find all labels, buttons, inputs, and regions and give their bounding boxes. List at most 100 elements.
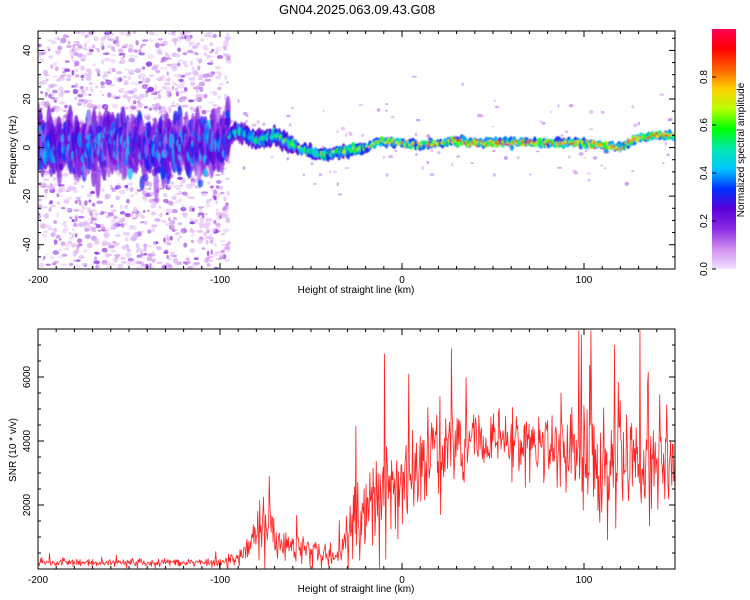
spectrogram-noise-blob [64,60,70,63]
spectrogram-noise-blob [132,31,137,35]
spectrogram-y-tick-label: 20 [22,93,33,105]
spectrogram-noise-blob [414,132,418,137]
snr-y-tick-label: 2000 [22,493,33,516]
spectrogram-band-blob [139,175,145,191]
spectrogram-noise-blob [44,253,49,256]
spectrogram-noise-blob [135,243,140,249]
spectrogram-noise-blob [96,104,102,110]
spectrogram-noise-blob [212,91,218,96]
spectrogram-noise-blob [123,245,130,250]
spectrogram-noise-blob [190,175,197,178]
spectrogram-noise-blob [226,246,231,252]
spectrogram-noise-blob [270,155,274,159]
spectrogram-noise-blob [214,65,222,70]
spectrogram-noise-blob [38,55,42,59]
spectrogram-noise-blob [81,31,85,35]
spectrogram-noise-blob [140,263,146,268]
spectrogram-noise-blob [60,74,67,77]
spectrogram-noise-blob [220,212,226,217]
spectrogram-noise-blob [67,196,72,200]
spectrogram-noise-blob [170,31,177,34]
spectrogram-y-ticks: -40 -20 0 20 40 [22,37,675,270]
spectrogram-noise-blob [120,256,126,260]
spectrogram-noise-blob [198,58,203,64]
spectrogram-noise-blob [68,262,74,267]
spectrogram-noise-blob [96,200,103,205]
spectrogram-noise-blob [138,74,142,80]
spectrogram-noise-blob [204,78,212,82]
spectrogram-noise-blob [216,257,221,261]
spectrogram-noise-blob [111,68,116,72]
spectrogram-noise-blob [72,44,76,49]
spectrogram-noise-blob [191,51,197,55]
spectrogram-noise-blob [107,71,112,74]
spectrogram-noise-blob [318,172,323,177]
spectrogram-noise-blob [175,103,180,108]
spectrogram-band-blob [664,134,669,137]
spectrogram-noise-blob [87,217,91,221]
spectrogram-noise-blob [178,73,182,77]
spectrogram-noise-blob [600,110,605,114]
spectrogram-noise-blob [145,61,153,67]
spectrogram-noise-blob [61,223,65,226]
spectrogram-noise-blob [333,170,338,173]
spectrogram-noise-blob [129,108,134,112]
spectrogram-noise-blob [149,31,155,36]
spectrogram-noise-blob [171,195,177,200]
spectrogram-noise-blob [242,166,246,170]
spectrogram-noise-blob [115,195,120,201]
spectrogram-noise-blob [179,236,183,239]
spectrogram-noise-blob [58,75,65,82]
spectrogram-noise-blob [664,141,667,146]
spectrogram-noise-blob [124,90,128,96]
spectrogram-noise-blob [93,36,99,42]
spectrogram-noise-blob [176,62,181,66]
spectrogram-noise-blob [215,50,219,55]
spectrogram-noise-blob [113,215,118,220]
spectrogram-noise-blob [118,88,125,93]
spectrogram-noise-blob [163,198,169,203]
spectrogram-noise-blob [191,66,195,71]
spectrogram-noise-blob [173,83,179,87]
spectrogram-noise-blob [77,238,83,244]
spectrogram-noise-blob [139,45,143,49]
spectrogram-noise-blob [61,253,68,257]
spectrogram-noise-blob [344,166,350,170]
spectrogram-noise-blob [72,88,79,95]
spectrogram-noise-blob [129,213,134,218]
spectrogram-noise-blob [89,86,93,89]
spectrogram-noise-blob [103,231,110,238]
spectrogram-noise-blob [162,106,166,112]
spectrogram-noise-blob [136,189,142,192]
spectrogram-band-blob [655,135,660,138]
spectrogram-noise-blob [117,217,121,221]
spectrogram-band-blob [95,165,101,199]
spectrogram-noise-blob [119,211,126,215]
spectrogram-noise-blob [139,253,146,256]
spectrogram-noise-blob [54,50,61,54]
spectrogram-noise-blob [147,54,155,60]
spectrogram-noise-blob [71,70,75,76]
spectrogram-noise-blob [150,227,156,233]
spectrogram-noise-blob [416,118,421,122]
spectrogram-noise-blob [72,223,78,228]
spectrogram-noise-blob [59,238,62,241]
spectrogram-noise-blob [66,207,71,212]
spectrogram-noise-blob [145,90,150,94]
spectrogram-noise-blob [90,212,94,215]
spectrogram-noise-blob [158,51,162,55]
spectrogram-noise-blob [202,44,209,49]
spectrogram-noise-blob [148,245,152,248]
spectrogram-noise-blob [120,58,126,65]
spectrogram-noise-blob [69,216,73,219]
colorbar-tick-label: 0.8 [699,70,710,84]
spectrogram-noise-blob [141,262,145,267]
spectrogram-noise-blob [189,60,193,66]
spectrogram-noise-blob [213,220,217,224]
spectrogram-noise-blob [57,36,60,41]
spectrogram-noise-blob [193,219,198,224]
spectrogram-noise-blob [286,114,291,118]
spectrogram-noise-blob [149,74,154,77]
spectrogram-band-blob [509,143,514,151]
spectrogram-noise-blob [101,229,108,232]
